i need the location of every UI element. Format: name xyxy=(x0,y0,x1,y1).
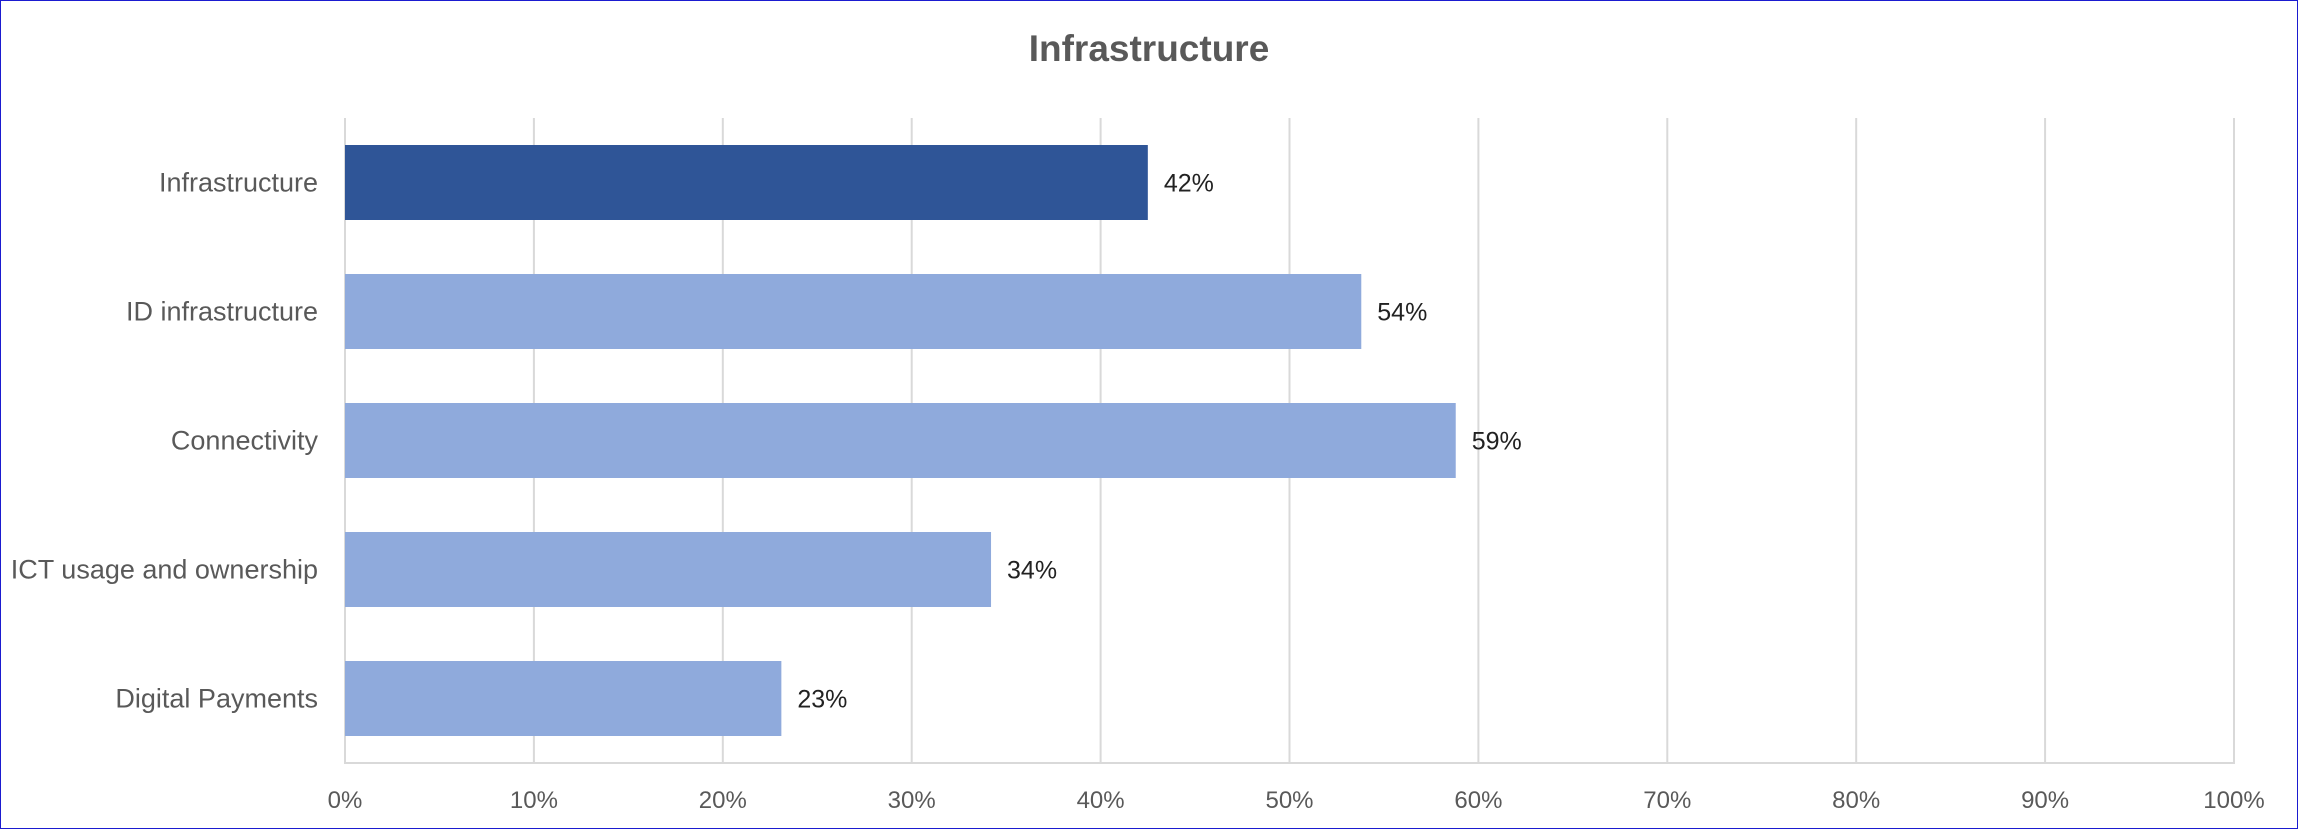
bar xyxy=(345,403,1456,478)
data-label: 59% xyxy=(1472,428,1522,456)
data-label: 34% xyxy=(1007,557,1057,585)
category-label: ID infrastructure xyxy=(126,297,318,327)
chart-title: Infrastructure xyxy=(1028,28,1270,69)
data-label: 42% xyxy=(1164,170,1214,198)
x-tick-label: 50% xyxy=(1265,787,1313,814)
bar xyxy=(345,532,992,607)
category-label: Infrastructure xyxy=(159,168,318,198)
x-tick-label: 0% xyxy=(328,787,363,814)
x-tick-label: 40% xyxy=(1077,787,1125,814)
bar xyxy=(345,145,1148,220)
x-tick-label: 20% xyxy=(699,787,747,814)
x-tick-label: 80% xyxy=(1832,787,1880,814)
x-tick-label: 70% xyxy=(1643,787,1691,814)
bar xyxy=(345,274,1362,349)
category-label: Digital Payments xyxy=(115,684,318,714)
bar xyxy=(345,661,782,736)
data-label: 54% xyxy=(1377,299,1427,327)
category-label: Connectivity xyxy=(171,426,319,456)
category-label: ICT usage and ownership xyxy=(11,555,318,585)
x-tick-label: 90% xyxy=(2021,787,2069,814)
x-tick-label: 30% xyxy=(888,787,936,814)
x-tick-label: 100% xyxy=(2203,787,2264,814)
data-label: 23% xyxy=(797,686,847,714)
x-tick-label: 10% xyxy=(510,787,558,814)
x-tick-label: 60% xyxy=(1454,787,1502,814)
